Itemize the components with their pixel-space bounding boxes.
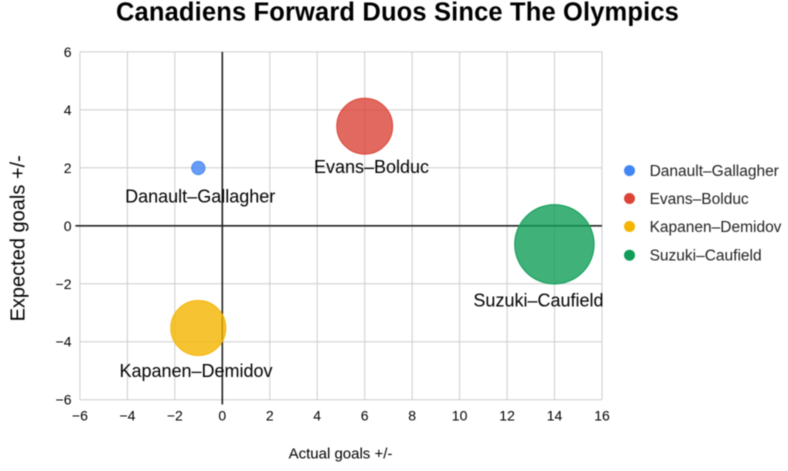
svg-text:−6: −6 [56,392,72,408]
svg-text:8: 8 [408,408,416,424]
svg-text:6: 6 [64,44,72,60]
svg-text:2: 2 [64,160,72,176]
svg-text:Danault–Gallagher: Danault–Gallagher [650,163,779,180]
svg-text:−4: −4 [119,408,135,424]
svg-text:−2: −2 [167,408,183,424]
svg-text:Canadiens Forward Duos Since T: Canadiens Forward Duos Since The Olympic… [116,0,679,27]
svg-text:4: 4 [64,102,72,118]
svg-text:12: 12 [499,408,515,424]
svg-text:14: 14 [547,408,563,424]
svg-text:Suzuki–Caufield: Suzuki–Caufield [650,248,762,265]
svg-text:16: 16 [594,408,610,424]
svg-text:6: 6 [361,408,369,424]
svg-text:Danault–Gallagher: Danault–Gallagher [125,187,275,207]
svg-text:0: 0 [64,218,72,234]
svg-text:Evans–Bolduc: Evans–Bolduc [650,191,749,208]
svg-text:−2: −2 [56,276,72,292]
svg-text:Actual goals +/-: Actual goals +/- [289,445,393,462]
svg-text:0: 0 [218,408,226,424]
svg-text:−4: −4 [56,334,72,350]
svg-text:−6: −6 [72,408,88,424]
svg-text:Expected goals +/-: Expected goals +/- [8,155,30,321]
svg-text:Suzuki–Caufield: Suzuki–Caufield [473,290,603,310]
svg-text:Kapanen–Demidov: Kapanen–Demidov [650,219,782,236]
svg-text:Kapanen–Demidov: Kapanen–Demidov [119,361,272,381]
svg-text:10: 10 [452,408,468,424]
svg-text:4: 4 [313,408,321,424]
svg-text:2: 2 [266,408,274,424]
svg-text:Evans–Bolduc: Evans–Bolduc [314,157,429,177]
